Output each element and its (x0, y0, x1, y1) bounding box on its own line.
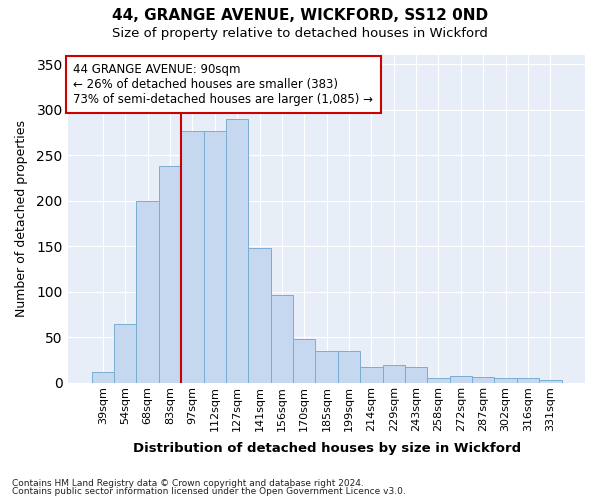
Bar (383, 365, 405, 383)
Bar (248, 248, 271, 383)
Bar (271, 294, 293, 383)
Text: 44 GRANGE AVENUE: 90sqm
← 26% of detached houses are smaller (383)
73% of semi-d: 44 GRANGE AVENUE: 90sqm ← 26% of detache… (73, 63, 373, 106)
Y-axis label: Number of detached properties: Number of detached properties (15, 120, 28, 318)
Bar (517, 378, 539, 383)
Bar (92, 372, 114, 383)
Text: Contains public sector information licensed under the Open Government Licence v3: Contains public sector information licen… (12, 487, 406, 496)
Bar (203, 130, 226, 383)
Bar (338, 351, 360, 383)
Bar (316, 351, 338, 383)
Bar (472, 376, 494, 383)
Bar (226, 119, 248, 383)
X-axis label: Distribution of detached houses by size in Wickford: Distribution of detached houses by size … (133, 442, 521, 455)
Text: Size of property relative to detached houses in Wickford: Size of property relative to detached ho… (112, 28, 488, 40)
Text: Contains HM Land Registry data © Crown copyright and database right 2024.: Contains HM Land Registry data © Crown c… (12, 478, 364, 488)
Text: 44, GRANGE AVENUE, WICKFORD, SS12 0ND: 44, GRANGE AVENUE, WICKFORD, SS12 0ND (112, 8, 488, 22)
Bar (449, 376, 472, 383)
Bar (405, 366, 427, 383)
Bar (159, 166, 181, 383)
Bar (136, 201, 159, 383)
Bar (494, 378, 517, 383)
Bar (539, 380, 562, 383)
Bar (181, 130, 203, 383)
Bar (114, 324, 136, 383)
Bar (293, 340, 316, 383)
Bar (427, 378, 449, 383)
Bar (360, 366, 383, 383)
